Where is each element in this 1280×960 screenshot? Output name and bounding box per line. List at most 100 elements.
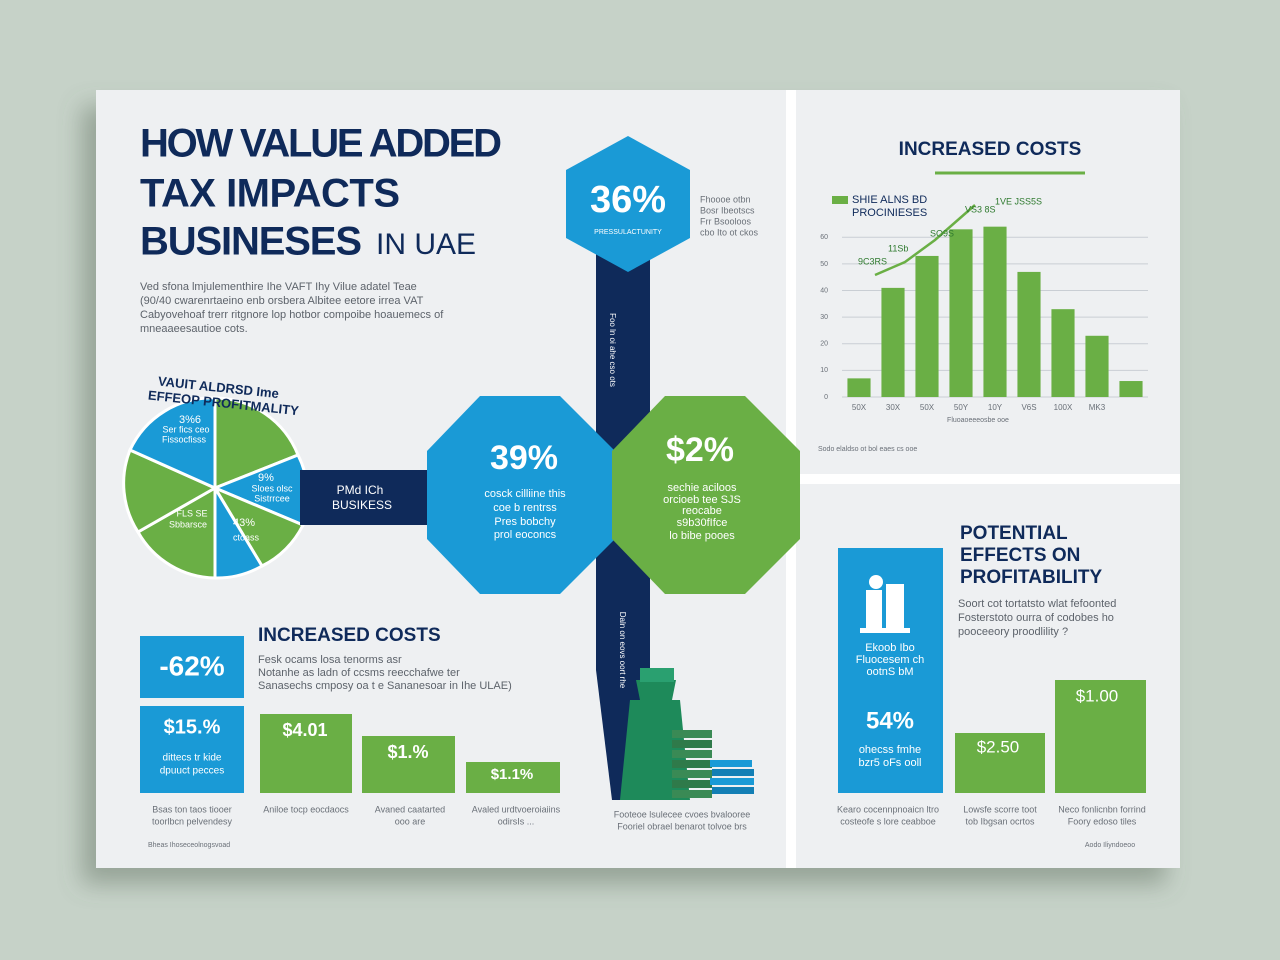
hex-value: 36% xyxy=(590,179,666,221)
money-stack xyxy=(620,668,754,800)
intro-line: mneaaeesautioe cots. xyxy=(140,323,248,335)
oct-caption-line: reocabe xyxy=(682,505,722,517)
y-tick-label: 50 xyxy=(820,261,828,268)
hex-side: Fhoooe otbn Bosr Ibeotscs Frr Bsooloos c… xyxy=(700,194,759,237)
trend-line xyxy=(874,204,976,277)
oct-caption: cosck cilliine this coe b rentrss Pres b… xyxy=(484,488,566,541)
profit-desc-line: pooceeory proodlility ? xyxy=(958,626,1068,638)
chart-title: INCREASED COSTS xyxy=(899,139,1082,160)
section-title: INCREASED COSTS xyxy=(258,625,441,646)
x-tick-label: 50X xyxy=(920,403,935,412)
spine-text: Daln on eovs oort rhe xyxy=(618,612,627,689)
y-tick-label: 20 xyxy=(820,341,828,348)
x-tick-label: V6S xyxy=(1021,403,1036,412)
x-tick-label: MK3 xyxy=(1089,403,1106,412)
bar xyxy=(949,229,973,397)
annotation: 1VE JSS5S xyxy=(995,196,1042,206)
profit-caption: Foory edoso tiles xyxy=(1068,816,1137,826)
y-tick-label: 60 xyxy=(820,234,828,241)
profit-desc-line: Fosterstoto ourra of codobes ho xyxy=(958,612,1114,624)
hex-top xyxy=(566,136,690,272)
card-value: 54% xyxy=(866,707,914,734)
title-suffix: IN UAE xyxy=(376,228,476,261)
oct-caption-line: coe b rentrss xyxy=(493,502,557,514)
oct-caption: sechie aciloos orcioeb tee SJS reocabe s… xyxy=(663,482,741,542)
title: HOW VALUE ADDED TAX IMPACTS BUSINESES IN… xyxy=(140,122,502,264)
profit-title-line: PROFITABILITY xyxy=(960,567,1102,588)
bar xyxy=(881,287,905,397)
oct-caption-line: prol eoconcs xyxy=(494,529,557,541)
profit-caption: Kearo cocennpnoaicn ltro xyxy=(837,804,939,814)
profit-caption: Lowsfe scorre toot xyxy=(963,804,1037,814)
x-axis-label: Fluoaoeeeosbe ooe xyxy=(947,417,1009,424)
legend-label: SHIE ALNS BD xyxy=(852,194,927,206)
profit-bar-label: $2.50 xyxy=(977,737,1020,756)
profit-caption: costeofe s lore ceabboe xyxy=(840,816,936,826)
annotation: SO9S xyxy=(930,228,954,238)
profit-caption: tob Ibgsan ocrtos xyxy=(965,816,1035,826)
bar xyxy=(847,378,871,397)
oct-caption-line: cosck cilliine this xyxy=(484,488,566,500)
cost-box xyxy=(140,706,244,793)
profit-title-line: POTENTIAL xyxy=(960,523,1068,544)
cost-bar-label: $1.1% xyxy=(491,766,534,783)
pie-label: FLS SE xyxy=(176,508,207,518)
annotation: 9C3RS xyxy=(858,256,887,266)
pie-label: ctoass xyxy=(233,532,260,542)
card-line: Fluocesem ch xyxy=(856,654,924,666)
oct-caption-line: Pres bobchy xyxy=(494,516,556,528)
cost-box-value: -62% xyxy=(159,650,224,681)
profit-bar xyxy=(1055,680,1146,793)
annotation: VS3 8S xyxy=(965,204,996,214)
title-line: HOW VALUE ADDED xyxy=(140,122,502,166)
pie-slice xyxy=(135,485,217,580)
pie xyxy=(122,396,310,580)
cost-desc-line: Fesk ocams losa tenorms asr xyxy=(258,654,402,666)
profit-bar xyxy=(955,733,1045,793)
x-tick-label: 50Y xyxy=(954,403,969,412)
card-lines: Ekoob Ibo Fluocesem ch ootnS bM 54% ohec… xyxy=(856,642,924,769)
connector-text: BUSIKESS xyxy=(332,498,392,512)
bar xyxy=(1051,309,1075,397)
y-tick-label: 30 xyxy=(820,314,828,321)
x-tick-label: 10Y xyxy=(988,403,1003,412)
connector xyxy=(300,470,435,525)
chart-note: Sodo elaldso ot bol eaes cs ooe xyxy=(818,446,917,453)
cost-box-line: dpuuct pecces xyxy=(160,766,225,777)
spine-text: Foo ln oi ahe cso ots xyxy=(608,313,617,387)
pie-label: Sistrrcee xyxy=(254,493,290,503)
chart-annotations: 1VE JSS5S VS3 8S SO9S 11Sb 9C3RS xyxy=(858,196,1042,266)
card-line: ohecss fmhe xyxy=(859,744,921,756)
intro-line: Cabyovehoaf trerr ritgnore lop hotbor co… xyxy=(140,309,444,321)
connector-text: PMd ICh xyxy=(337,483,384,497)
pie-label: Sloes olsc xyxy=(251,483,293,493)
title-line: BUSINESES xyxy=(140,220,362,264)
pie-slice xyxy=(122,447,219,535)
cost-desc: Fesk ocams losa tenorms asr Notanhe as l… xyxy=(258,654,512,692)
pie-label: 43% xyxy=(233,517,255,529)
cost-bar-label: $1.% xyxy=(387,742,428,762)
intro: Ved sfona lmjulementhire Ihe VAFT Ihy Vi… xyxy=(140,281,444,335)
pie-slice xyxy=(127,396,217,491)
cost-box-line: dittecs tr kide xyxy=(163,753,222,764)
x-tick-label: 100X xyxy=(1054,403,1073,412)
hex-side-line: Fhoooe otbn xyxy=(700,194,751,204)
cost-caption: ooo are xyxy=(395,816,426,826)
cost-desc-line: Notanhe as ladn of ccsms reecchafwe ter xyxy=(258,667,460,679)
card-icon xyxy=(860,575,910,633)
profit-title: POTENTIAL EFFECTS ON PROFITABILITY xyxy=(960,523,1102,588)
bar xyxy=(983,226,1007,397)
x-tick-label: 30X xyxy=(886,403,901,412)
oct-caption-line: lo bibe pooes xyxy=(669,530,735,542)
cost-bar xyxy=(466,762,560,793)
cost-bar-label: $4.01 xyxy=(282,720,327,740)
bar xyxy=(1119,381,1143,397)
title-line: TAX IMPACTS xyxy=(140,172,400,216)
hex-side-line: Frr Bsooloos xyxy=(700,216,752,226)
oct-left xyxy=(427,396,615,594)
cost-bar xyxy=(362,736,455,793)
oct-value: 39% xyxy=(490,439,558,477)
cost-box xyxy=(140,636,244,698)
oct-caption-line: orcioeb tee SJS xyxy=(663,494,741,506)
